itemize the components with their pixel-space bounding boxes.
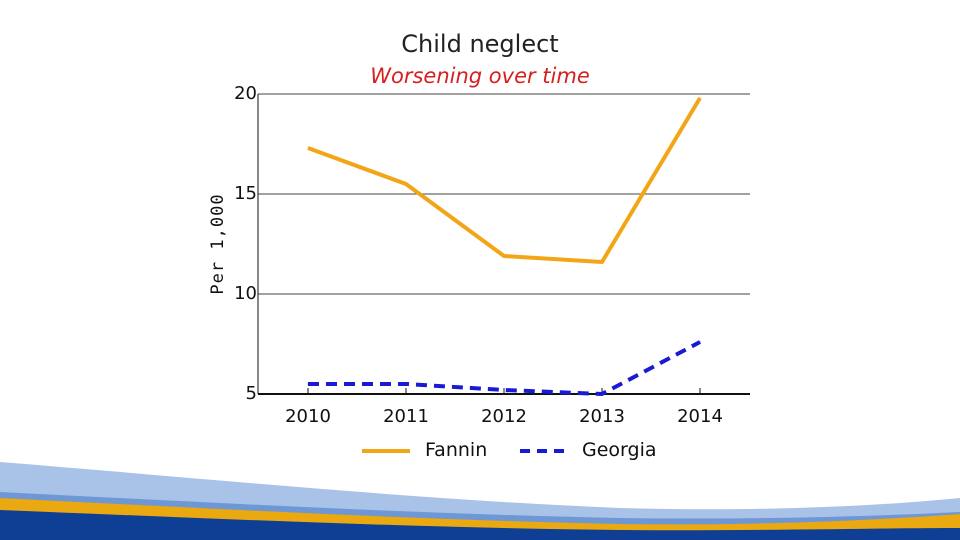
data-point	[503, 255, 505, 257]
y-tick-label: 15	[234, 183, 257, 204]
series-line-fannin	[307, 96, 702, 264]
data-point	[307, 383, 309, 385]
legend-label-georgia: Georgia	[582, 439, 657, 461]
y-tick-label: 5	[245, 383, 257, 404]
y-tick-label: 20	[234, 83, 257, 104]
data-point	[405, 383, 407, 385]
data-point	[699, 97, 701, 99]
x-tick-label: 2013	[579, 406, 625, 427]
data-point	[307, 147, 309, 149]
data-point	[699, 341, 701, 343]
legend-label-fannin: Fannin	[425, 439, 488, 461]
x-tick-label: 2011	[383, 406, 429, 427]
data-point	[503, 389, 505, 391]
data-point	[601, 261, 603, 263]
x-tick-label: 2012	[481, 406, 527, 427]
x-tick-label: 2014	[677, 406, 723, 427]
y-tick-label: 10	[234, 283, 257, 304]
data-point	[405, 183, 407, 185]
chart-title: Child neglect	[401, 30, 559, 58]
decor-band-dark	[0, 510, 960, 540]
chart-subtitle: Worsening over time	[370, 64, 590, 88]
data-point	[601, 393, 603, 395]
x-tick-label: 2010	[285, 406, 331, 427]
series-line-georgia	[308, 340, 701, 396]
